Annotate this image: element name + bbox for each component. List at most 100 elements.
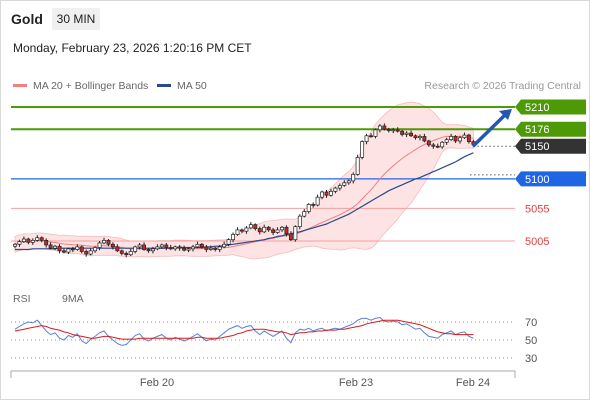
candle-body [373, 129, 378, 137]
candle [386, 127, 391, 133]
legend-swatch-bollinger [13, 83, 27, 87]
candle-body [119, 250, 124, 254]
candle-body [440, 141, 445, 148]
candle [253, 223, 258, 231]
candle-body [159, 244, 164, 248]
candle-body [386, 128, 391, 131]
candle-body [418, 136, 422, 139]
candle-body [173, 246, 178, 250]
candle [235, 227, 240, 236]
candle [400, 129, 405, 137]
candle-body [191, 246, 195, 250]
candle [382, 123, 387, 131]
legend-label-9ma: 9MA [62, 293, 84, 305]
candle [453, 135, 458, 143]
candle [329, 188, 333, 197]
legend-item-rsi: RSI [13, 293, 31, 305]
candle [35, 235, 40, 242]
timeframe-badge[interactable]: 30 MIN [52, 8, 100, 30]
candle [208, 245, 213, 251]
candle [311, 202, 316, 208]
candle-body [293, 226, 298, 241]
candle-body [297, 215, 302, 227]
candle-body [458, 137, 462, 142]
candle [48, 242, 53, 250]
x-tick-label: Feb 20 [140, 377, 174, 389]
candle [248, 222, 253, 230]
candle-body [79, 246, 84, 252]
candle-body [449, 136, 454, 141]
candle [30, 238, 35, 245]
candle-body [222, 243, 227, 248]
candle-body [142, 244, 146, 250]
candle [320, 190, 325, 200]
x-tick-label: Feb 23 [339, 377, 373, 389]
candle-body [30, 239, 35, 243]
candle-body [164, 244, 169, 248]
candle [355, 154, 360, 176]
candle-body [355, 156, 360, 175]
candle [369, 133, 373, 138]
candle-body [110, 243, 115, 248]
level-label-5150: 5150 [525, 141, 549, 153]
candle [97, 241, 102, 251]
candle [284, 225, 289, 237]
level-label-5055: 5055 [525, 203, 549, 215]
candle-body [364, 135, 369, 142]
level-tag-5176 [515, 121, 586, 137]
candle [155, 244, 160, 251]
candle-body [244, 227, 249, 232]
candle [342, 180, 347, 187]
candle-body [57, 245, 62, 252]
candle-body [75, 246, 80, 250]
candle [262, 224, 267, 234]
ma20-line [14, 135, 474, 250]
candle [66, 247, 71, 255]
candle [70, 246, 75, 253]
candle-body [182, 247, 187, 251]
candle [159, 243, 164, 249]
candle [391, 127, 396, 134]
candle-body [133, 246, 138, 252]
level-label-5100: 5100 [525, 174, 549, 186]
candle-body [422, 136, 427, 142]
candle [346, 179, 351, 185]
candle-body [70, 248, 75, 251]
candle-body [84, 251, 89, 255]
level-tag-5150 [515, 138, 586, 154]
candle [222, 241, 227, 249]
candle-body [208, 247, 213, 250]
candle-body [360, 141, 365, 158]
candle-body [280, 226, 284, 231]
candle-body [435, 145, 440, 148]
candle-body [342, 182, 347, 186]
candle-body [137, 244, 142, 248]
legend-swatch-ma50 [157, 83, 171, 87]
candle [199, 242, 204, 249]
level-tag-5210 [515, 99, 586, 115]
candle [240, 228, 244, 234]
candle-body [311, 204, 316, 206]
candle [360, 140, 365, 160]
candle [79, 245, 84, 254]
candle [88, 248, 93, 256]
candle-body [35, 237, 40, 241]
candle [186, 247, 191, 253]
candle-body [168, 247, 173, 250]
candle [195, 241, 200, 249]
candle [431, 142, 436, 149]
candle [275, 227, 280, 234]
candle [444, 137, 449, 145]
legend-item-9ma: 9MA [62, 293, 84, 305]
candle [257, 226, 262, 235]
candle-body [426, 140, 431, 146]
candle-body [102, 239, 106, 244]
level-tag-5100 [515, 171, 586, 187]
candle [297, 214, 302, 230]
candle [57, 244, 62, 254]
candle-body [444, 139, 449, 143]
candle-body [26, 238, 31, 243]
candle-body [186, 248, 191, 251]
candle-body [106, 239, 111, 245]
